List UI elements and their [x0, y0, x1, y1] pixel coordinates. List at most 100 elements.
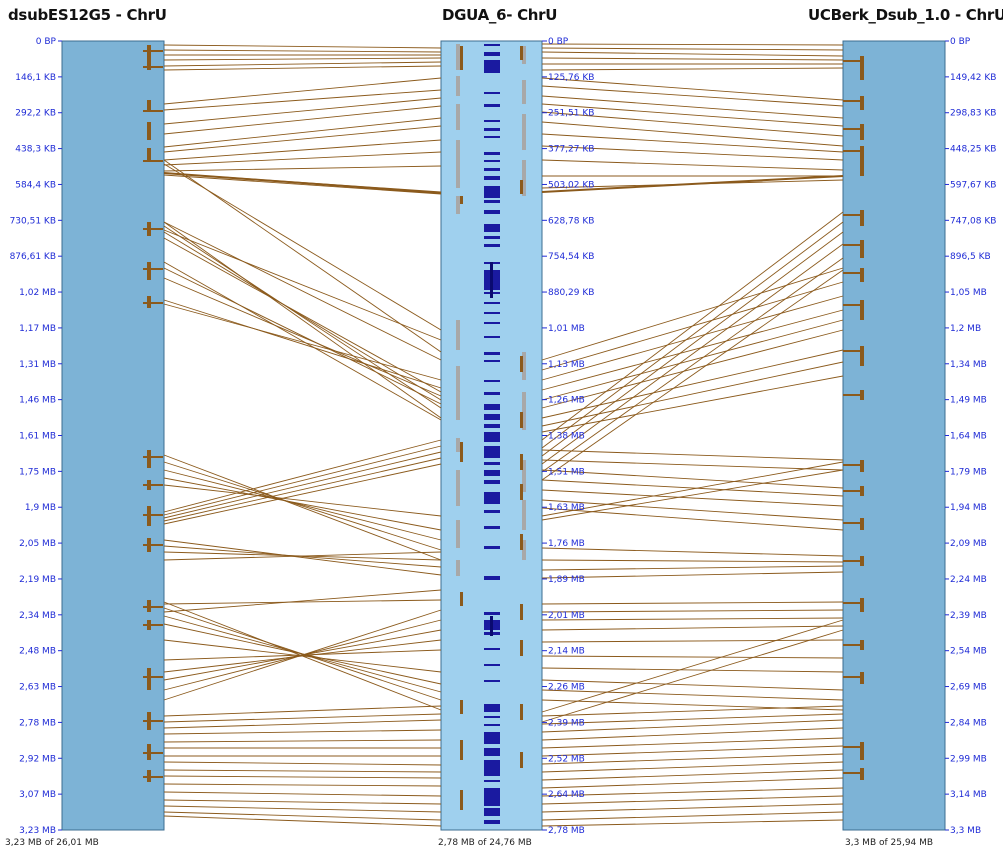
synteny-link: [541, 43, 844, 46]
gene-mark: [484, 546, 500, 549]
synteny-block: [460, 740, 463, 760]
synteny-block: [522, 540, 526, 560]
middle-axis-tick-label: 125,76 KB: [548, 73, 594, 83]
right-axis-tick-label: 896,5 KB: [950, 252, 991, 262]
right-axis-tick-label: 2,54 MB: [950, 647, 987, 657]
synteny-link: [541, 565, 844, 571]
synteny-link: [541, 309, 844, 391]
synteny-link: [541, 77, 844, 101]
synteny-link: [163, 221, 442, 361]
right-axis-tick-label: 2,39 MB: [950, 611, 987, 621]
synteny-link: [541, 629, 844, 723]
gene-mark: [484, 820, 500, 824]
middle-axis-tick-label: 1,63 MB: [548, 503, 585, 513]
synteny-link: [163, 609, 442, 701]
synteny-link: [163, 277, 442, 397]
synteny-block: [860, 146, 864, 176]
synteny-link: [163, 739, 442, 743]
middle-axis-tick-label: 1,38 MB: [548, 432, 585, 442]
synteny-link: [541, 489, 844, 507]
synteny-link: [541, 281, 844, 371]
gene-mark: [484, 60, 500, 70]
synteny-link: [163, 97, 442, 125]
left-axis-tick-label: 1,02 MB: [19, 288, 56, 298]
synteny-blocks: [143, 44, 864, 810]
synteny-block: [460, 442, 463, 462]
synteny-block: [522, 114, 526, 150]
chromosome-bars: [61, 40, 946, 831]
synteny-link: [541, 67, 844, 71]
right-axis-tick-label: 747,08 KB: [950, 216, 996, 226]
synteny-block: [456, 196, 460, 214]
right-axis-tick-label: 597,67 KB: [950, 180, 996, 190]
synteny-link: [541, 111, 844, 137]
right-chromosome-title: UCBerk_Dsub_1.0 - ChrU: [808, 6, 1003, 24]
gene-mark: [484, 352, 500, 355]
left-axis-tick-label: 0 BP: [36, 37, 57, 47]
right-chromosome-footer: 3,3 MB of 25,94 MB: [845, 838, 934, 848]
synteny-block: [460, 592, 463, 606]
synteny-block: [460, 700, 463, 714]
gene-mark: [490, 262, 493, 298]
synteny-link: [541, 601, 844, 605]
synteny-block: [843, 490, 863, 492]
gene-mark: [484, 732, 500, 744]
synteny-block: [520, 640, 523, 656]
right-axis-tick-label: 1,05 MB: [950, 288, 987, 298]
gene-mark: [484, 200, 500, 203]
gene-mark: [484, 716, 500, 718]
middle-axis-tick-label: 2,14 MB: [548, 647, 585, 657]
synteny-block: [860, 210, 864, 226]
gene-mark: [484, 322, 500, 324]
synteny-block: [860, 96, 864, 110]
gene-mark: [484, 380, 500, 382]
synteny-block: [143, 268, 163, 270]
synteny-link: [541, 57, 844, 61]
synteny-block: [843, 644, 863, 646]
middle-axis-tick-label: 2,64 MB: [548, 790, 585, 800]
gene-mark: [484, 704, 500, 712]
synteny-links: [163, 43, 844, 827]
synteny-block: [143, 456, 163, 458]
gene-mark: [484, 510, 500, 513]
left-axis-tick-label: 2,48 MB: [19, 647, 56, 657]
synteny-block: [143, 302, 163, 304]
synteny-link: [163, 163, 442, 331]
synteny-link: [163, 221, 442, 419]
synteny-block: [860, 240, 864, 258]
synteny-block: [860, 346, 864, 366]
left-axis-tick-label: 3,23 MB: [19, 826, 56, 836]
middle-axis-tick-label: 1,89 MB: [548, 575, 585, 585]
synteny-link: [541, 803, 844, 813]
synteny-link: [541, 257, 844, 473]
synteny-link: [163, 589, 442, 613]
synteny-link: [163, 811, 442, 821]
synteny-link: [163, 174, 442, 195]
synteny-link: [541, 655, 844, 659]
middle-chromosome-footer: 2,78 MB of 24,76 MB: [438, 838, 532, 848]
left-chromosome-footer: 3,23 MB of 26,01 MB: [5, 838, 99, 848]
gene-mark: [484, 120, 500, 122]
synteny-link: [541, 777, 844, 789]
synteny-block: [147, 668, 151, 690]
synteny-link: [163, 165, 442, 172]
synteny-link: [163, 49, 442, 53]
synteny-block: [522, 160, 526, 196]
synteny-block: [843, 128, 863, 130]
synteny-link: [541, 689, 844, 701]
synteny-link: [541, 753, 844, 765]
synteny-block: [456, 470, 460, 506]
synteny-link: [541, 459, 844, 471]
middle-axis-tick-label: 1,26 MB: [548, 396, 585, 406]
synteny-link: [163, 457, 442, 522]
synteny-link: [541, 103, 844, 127]
synteny-link: [163, 299, 442, 389]
left-axis-tick-label: 2,92 MB: [19, 754, 56, 764]
synteny-block: [843, 746, 863, 748]
synteny-link: [163, 231, 442, 401]
gene-mark: [484, 612, 500, 615]
synteny-block: [520, 46, 523, 60]
left-axis-tick-label: 2,63 MB: [19, 683, 56, 693]
gene-mark: [484, 808, 500, 816]
synteny-block: [843, 350, 863, 352]
